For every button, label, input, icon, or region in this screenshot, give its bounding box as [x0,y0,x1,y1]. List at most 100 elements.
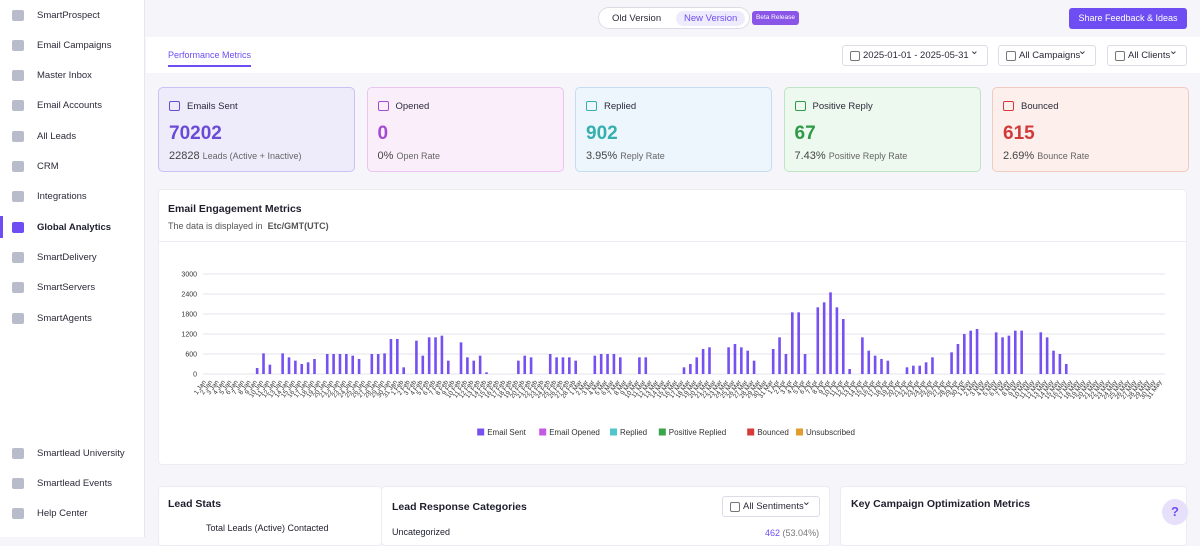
bar [912,365,915,374]
nav-item[interactable]: CRM [0,155,145,179]
date-filter[interactable]: 2025-01-01 - 2025-05-31 [842,42,988,66]
card-label: Bounced [1021,101,1059,112]
bar [281,353,284,374]
nav-label: SmartServers [37,282,96,294]
help-button[interactable]: ? [1162,499,1188,525]
card-sub-label: Leads (Active + Inactive) [202,151,302,161]
nav-label: Smartlead Events [37,477,112,489]
bar [478,355,482,374]
bar [771,349,775,374]
nav-item[interactable]: Smartlead University [0,441,145,465]
bar [682,367,686,374]
nav-icon [12,39,24,51]
card-sub: 22828 Leads (Active + Inactive) [169,150,301,162]
bar [325,354,329,374]
bar [555,357,558,374]
bar [994,332,998,374]
timezone: Etc/GMT(UTC) [267,221,329,231]
nav-item[interactable]: SmartDelivery [0,245,145,269]
card-value: 615 [1003,123,1035,144]
metric-card: Opened 0 0% Open Rate [366,87,564,172]
bar [1064,364,1068,374]
bar [1013,330,1017,374]
bar [568,357,571,374]
old-version[interactable]: Old Version [612,13,662,24]
bar [740,347,743,374]
nav-item[interactable]: All Leads [0,124,145,148]
metric-card: Positive Reply 67 7.43% Positive Reply Rat… [783,87,981,172]
card-sub-value: 7.43% [794,150,826,162]
divider [159,241,1186,242]
engagement-title: Email Engagement Metrics [168,203,302,215]
campaign-filter[interactable]: All Campaigns [998,42,1096,66]
bar [778,337,781,374]
bar [466,357,469,374]
bar [306,362,310,374]
nav-label: SmartProspect [37,9,100,21]
feedback-button[interactable]: Share Feedback & Ideas [1069,8,1187,29]
bar [848,369,851,374]
nav-item[interactable]: Smartlead Events [0,471,145,495]
bar [459,342,463,374]
bar [924,362,928,374]
bar [950,352,953,374]
card-label: Replied [604,101,637,112]
response-row-label: Uncategorized [392,527,451,537]
nav-icon [12,191,24,203]
metric-card: Bounced 615 2.69% Bounce Rate [992,87,1189,172]
legend-label: Bounced [757,428,789,437]
bar [618,357,622,374]
nav-item[interactable]: SmartServers [0,276,145,300]
bar [1007,335,1011,374]
new-version[interactable]: New Version [676,11,746,26]
legend-swatch [747,428,755,436]
bar [695,357,699,374]
sentiment-filter[interactable]: All Sentiments [722,493,820,517]
nav-item[interactable]: Email Campaigns [0,33,145,57]
card-sub: 3.95% Reply Rate [586,150,665,162]
y-tick-label: 3000 [181,272,197,279]
card-label: Emails Sent [187,101,238,112]
optimization-title: Key Campaign Optimization Metrics [851,498,1031,510]
card-value: 0 [377,123,389,144]
nav-label: SmartAgents [37,312,92,324]
bar [975,329,979,374]
bar [574,360,577,374]
card-value: 67 [794,123,816,144]
row-percent: (53.04%) [782,528,820,538]
nav-item[interactable]: Email Accounts [0,94,145,118]
nav-item[interactable]: SmartProspect [0,3,145,27]
bar [370,354,374,374]
beta-badge: Beta Release [752,11,800,25]
nav-item[interactable]: Master Inbox [0,64,145,88]
card-icon [377,101,389,111]
bar [383,353,386,374]
client-filter[interactable]: All Clients [1107,42,1187,66]
bar [472,360,476,374]
nav-item[interactable]: Integrations [0,185,145,209]
nav-item[interactable]: Global Analytics [0,215,145,239]
bar [969,330,972,374]
bar [797,312,800,374]
tab[interactable]: Performance Metrics [168,50,252,67]
bar [529,357,533,374]
nav-label: Global Analytics [37,221,112,233]
bar [873,355,877,374]
card-sub-value: 22828 [169,150,200,162]
bar [1001,337,1004,374]
bar [822,302,826,374]
bar [727,347,730,374]
nav-item[interactable]: Help Center [0,502,145,526]
bar [376,354,380,374]
bar [396,339,399,374]
optimization-panel [840,486,1187,546]
bar [752,360,756,374]
bar [708,347,711,374]
nav-item[interactable]: SmartAgents [0,306,145,330]
bar [963,334,966,374]
card-sub-value: 3.95% [586,150,618,162]
legend-label: Unsubscribed [806,428,855,437]
bar [861,337,864,374]
bar [440,335,444,374]
